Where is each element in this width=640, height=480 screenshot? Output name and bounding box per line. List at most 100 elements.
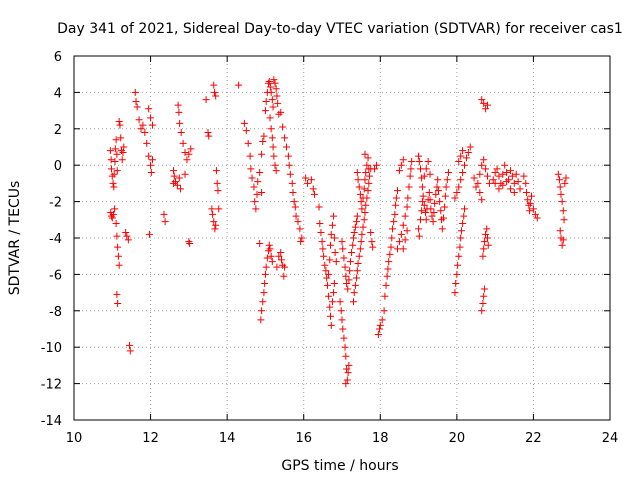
data-point	[426, 196, 434, 204]
data-point	[135, 116, 143, 124]
data-point	[315, 203, 323, 211]
data-point	[480, 245, 488, 253]
data-point	[123, 232, 131, 240]
y-tick-label: -6	[49, 268, 62, 283]
x-tick-label: 16	[295, 431, 312, 446]
data-point	[268, 258, 276, 266]
data-point	[272, 85, 280, 93]
data-point	[478, 196, 486, 204]
data-point	[436, 198, 444, 206]
data-point	[181, 170, 189, 178]
data-point	[526, 207, 534, 215]
data-point	[170, 172, 178, 180]
data-point	[260, 289, 268, 297]
data-point	[418, 183, 426, 191]
data-point	[117, 134, 125, 142]
data-point	[170, 167, 178, 175]
data-point	[304, 179, 312, 187]
data-point	[185, 238, 193, 246]
series-track-ab	[451, 143, 474, 202]
data-point	[503, 168, 511, 176]
data-point	[116, 121, 124, 129]
data-point	[441, 192, 449, 200]
data-point	[264, 79, 272, 87]
data-point	[141, 128, 149, 136]
data-point	[356, 245, 364, 253]
data-point	[381, 292, 389, 300]
data-point	[508, 172, 516, 180]
data-point	[256, 239, 264, 247]
data-point	[349, 298, 357, 306]
data-point	[114, 243, 122, 251]
data-point	[317, 229, 325, 237]
chart-title: Day 341 of 2021, Sidereal Day-to-day VTE…	[57, 21, 623, 37]
data-point	[556, 183, 564, 191]
data-point	[483, 172, 491, 180]
data-point	[391, 210, 399, 218]
data-point	[240, 119, 248, 127]
data-point	[330, 280, 338, 287]
data-point	[269, 103, 277, 111]
series-track-ag	[520, 172, 541, 222]
data-point	[378, 316, 386, 324]
data-point	[341, 263, 349, 271]
data-point	[109, 210, 117, 218]
data-point	[482, 105, 490, 113]
data-point	[356, 190, 364, 198]
data-point	[254, 178, 262, 186]
data-point	[384, 265, 392, 273]
data-point	[210, 81, 218, 89]
data-point	[353, 218, 361, 226]
data-point	[355, 183, 363, 191]
data-points	[106, 76, 570, 388]
data-point	[344, 285, 352, 293]
data-point	[111, 145, 119, 153]
data-point	[302, 174, 310, 182]
data-point	[480, 156, 488, 164]
data-point	[432, 190, 440, 198]
series-track-ad	[478, 96, 491, 113]
data-point	[212, 92, 220, 100]
data-point	[422, 165, 430, 173]
data-point	[113, 290, 121, 298]
data-point	[309, 185, 317, 193]
data-point	[364, 187, 372, 195]
data-point	[145, 105, 153, 113]
data-point	[355, 252, 363, 260]
data-point	[388, 234, 396, 242]
data-point	[318, 238, 326, 246]
data-point	[474, 179, 482, 187]
data-point	[269, 143, 277, 151]
data-point	[143, 139, 151, 147]
data-point	[357, 238, 365, 246]
data-point	[476, 189, 484, 196]
data-point	[430, 209, 438, 217]
series-track-i	[185, 96, 213, 247]
data-point	[108, 165, 116, 173]
data-point	[364, 154, 372, 162]
data-point	[479, 300, 487, 308]
y-tick-label: -2	[49, 196, 62, 211]
series-track-t	[338, 212, 361, 293]
data-point	[291, 203, 299, 211]
data-point	[482, 165, 490, 173]
data-point	[292, 212, 300, 220]
data-point	[261, 280, 269, 287]
data-point	[261, 270, 269, 278]
data-point	[420, 201, 428, 209]
data-point	[210, 218, 218, 226]
data-point	[343, 280, 351, 287]
data-point	[403, 227, 411, 235]
data-point	[137, 125, 145, 133]
data-point	[259, 298, 267, 306]
data-point	[505, 176, 513, 184]
data-point	[320, 252, 328, 260]
data-point	[185, 150, 193, 158]
data-point	[380, 307, 388, 315]
data-point	[211, 88, 219, 96]
data-point	[405, 183, 413, 191]
data-point	[368, 238, 376, 246]
data-point	[119, 148, 127, 156]
data-point	[351, 223, 359, 231]
data-point	[426, 170, 434, 178]
